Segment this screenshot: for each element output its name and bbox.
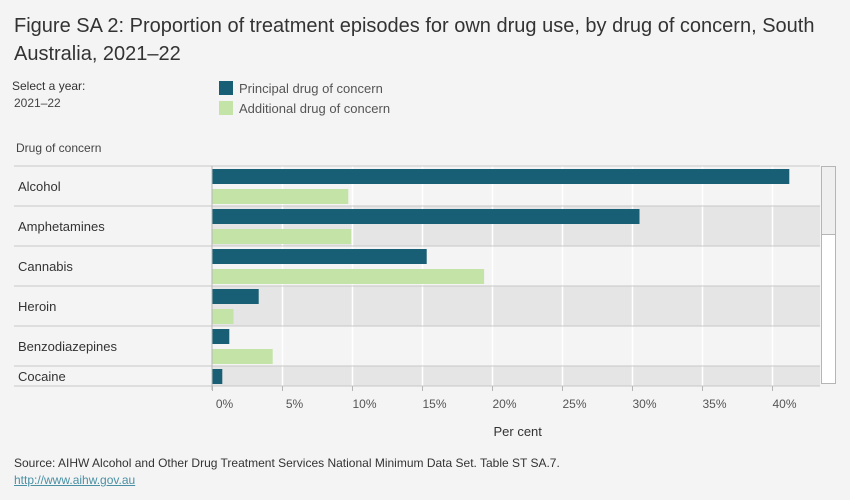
x-tick-label: 5%	[286, 397, 304, 411]
legend-swatch-additional	[219, 101, 233, 115]
legend-item-principal[interactable]: Principal drug of concern	[219, 78, 390, 98]
legend-item-additional[interactable]: Additional drug of concern	[219, 98, 390, 118]
source-note: Source: AIHW Alcohol and Other Drug Trea…	[14, 456, 560, 470]
bar-additional-heroin	[212, 309, 234, 324]
x-tick-label: 20%	[492, 397, 516, 411]
legend-label-additional: Additional drug of concern	[239, 100, 391, 116]
category-label: Amphetamines	[18, 219, 105, 234]
x-axis-title: Per cent	[493, 424, 542, 439]
bar-chart: Alcohol Amphetamines Cannabis Heroin Benzodi…	[14, 165, 820, 439]
bar-principal-heroin	[212, 289, 259, 304]
category-label: Heroin	[18, 299, 56, 314]
row-background	[212, 326, 820, 366]
x-tick-label: 10%	[352, 397, 376, 411]
chart-title: Figure SA 2: Proportion of treatment epi…	[14, 15, 815, 65]
bar-additional-cannabis	[212, 269, 485, 284]
y-axis-title: Drug of concern	[16, 141, 102, 155]
bar-principal-amphetamines	[212, 209, 640, 224]
bar-additional-alcohol	[212, 189, 349, 204]
year-filter-value[interactable]: 2021–22	[14, 96, 61, 110]
x-tick-label: 25%	[562, 397, 586, 411]
x-tick-label: 30%	[632, 397, 656, 411]
x-tick-label: 0%	[216, 397, 234, 411]
bar-additional-amphetamines	[212, 229, 352, 244]
legend-swatch-principal	[219, 81, 233, 95]
bar-principal-benzodiazepines	[212, 329, 230, 344]
legend-label-principal: Principal drug of concern	[239, 80, 383, 96]
category-label: Alcohol	[18, 179, 61, 194]
bar-additional-benzodiazepines	[212, 349, 273, 364]
bar-principal-cocaine	[212, 369, 223, 384]
vertical-scrollbar[interactable]	[821, 166, 836, 384]
category-label: Cocaine	[18, 369, 66, 384]
bar-principal-cannabis	[212, 249, 427, 264]
scrollbar-thumb[interactable]	[822, 167, 835, 235]
x-tick-label: 40%	[772, 397, 796, 411]
bar-principal-alcohol	[212, 169, 790, 184]
source-link[interactable]: http://www.aihw.gov.au	[14, 473, 136, 487]
category-label: Benzodiazepines	[18, 339, 118, 354]
category-label: Cannabis	[18, 259, 73, 274]
x-tick-label: 15%	[422, 397, 446, 411]
x-tick-label: 35%	[702, 397, 726, 411]
year-filter-label: Select a year:	[12, 79, 86, 93]
row-background	[212, 366, 820, 386]
legend: Principal drug of concern Additional dru…	[219, 78, 390, 118]
row-background	[212, 286, 820, 326]
